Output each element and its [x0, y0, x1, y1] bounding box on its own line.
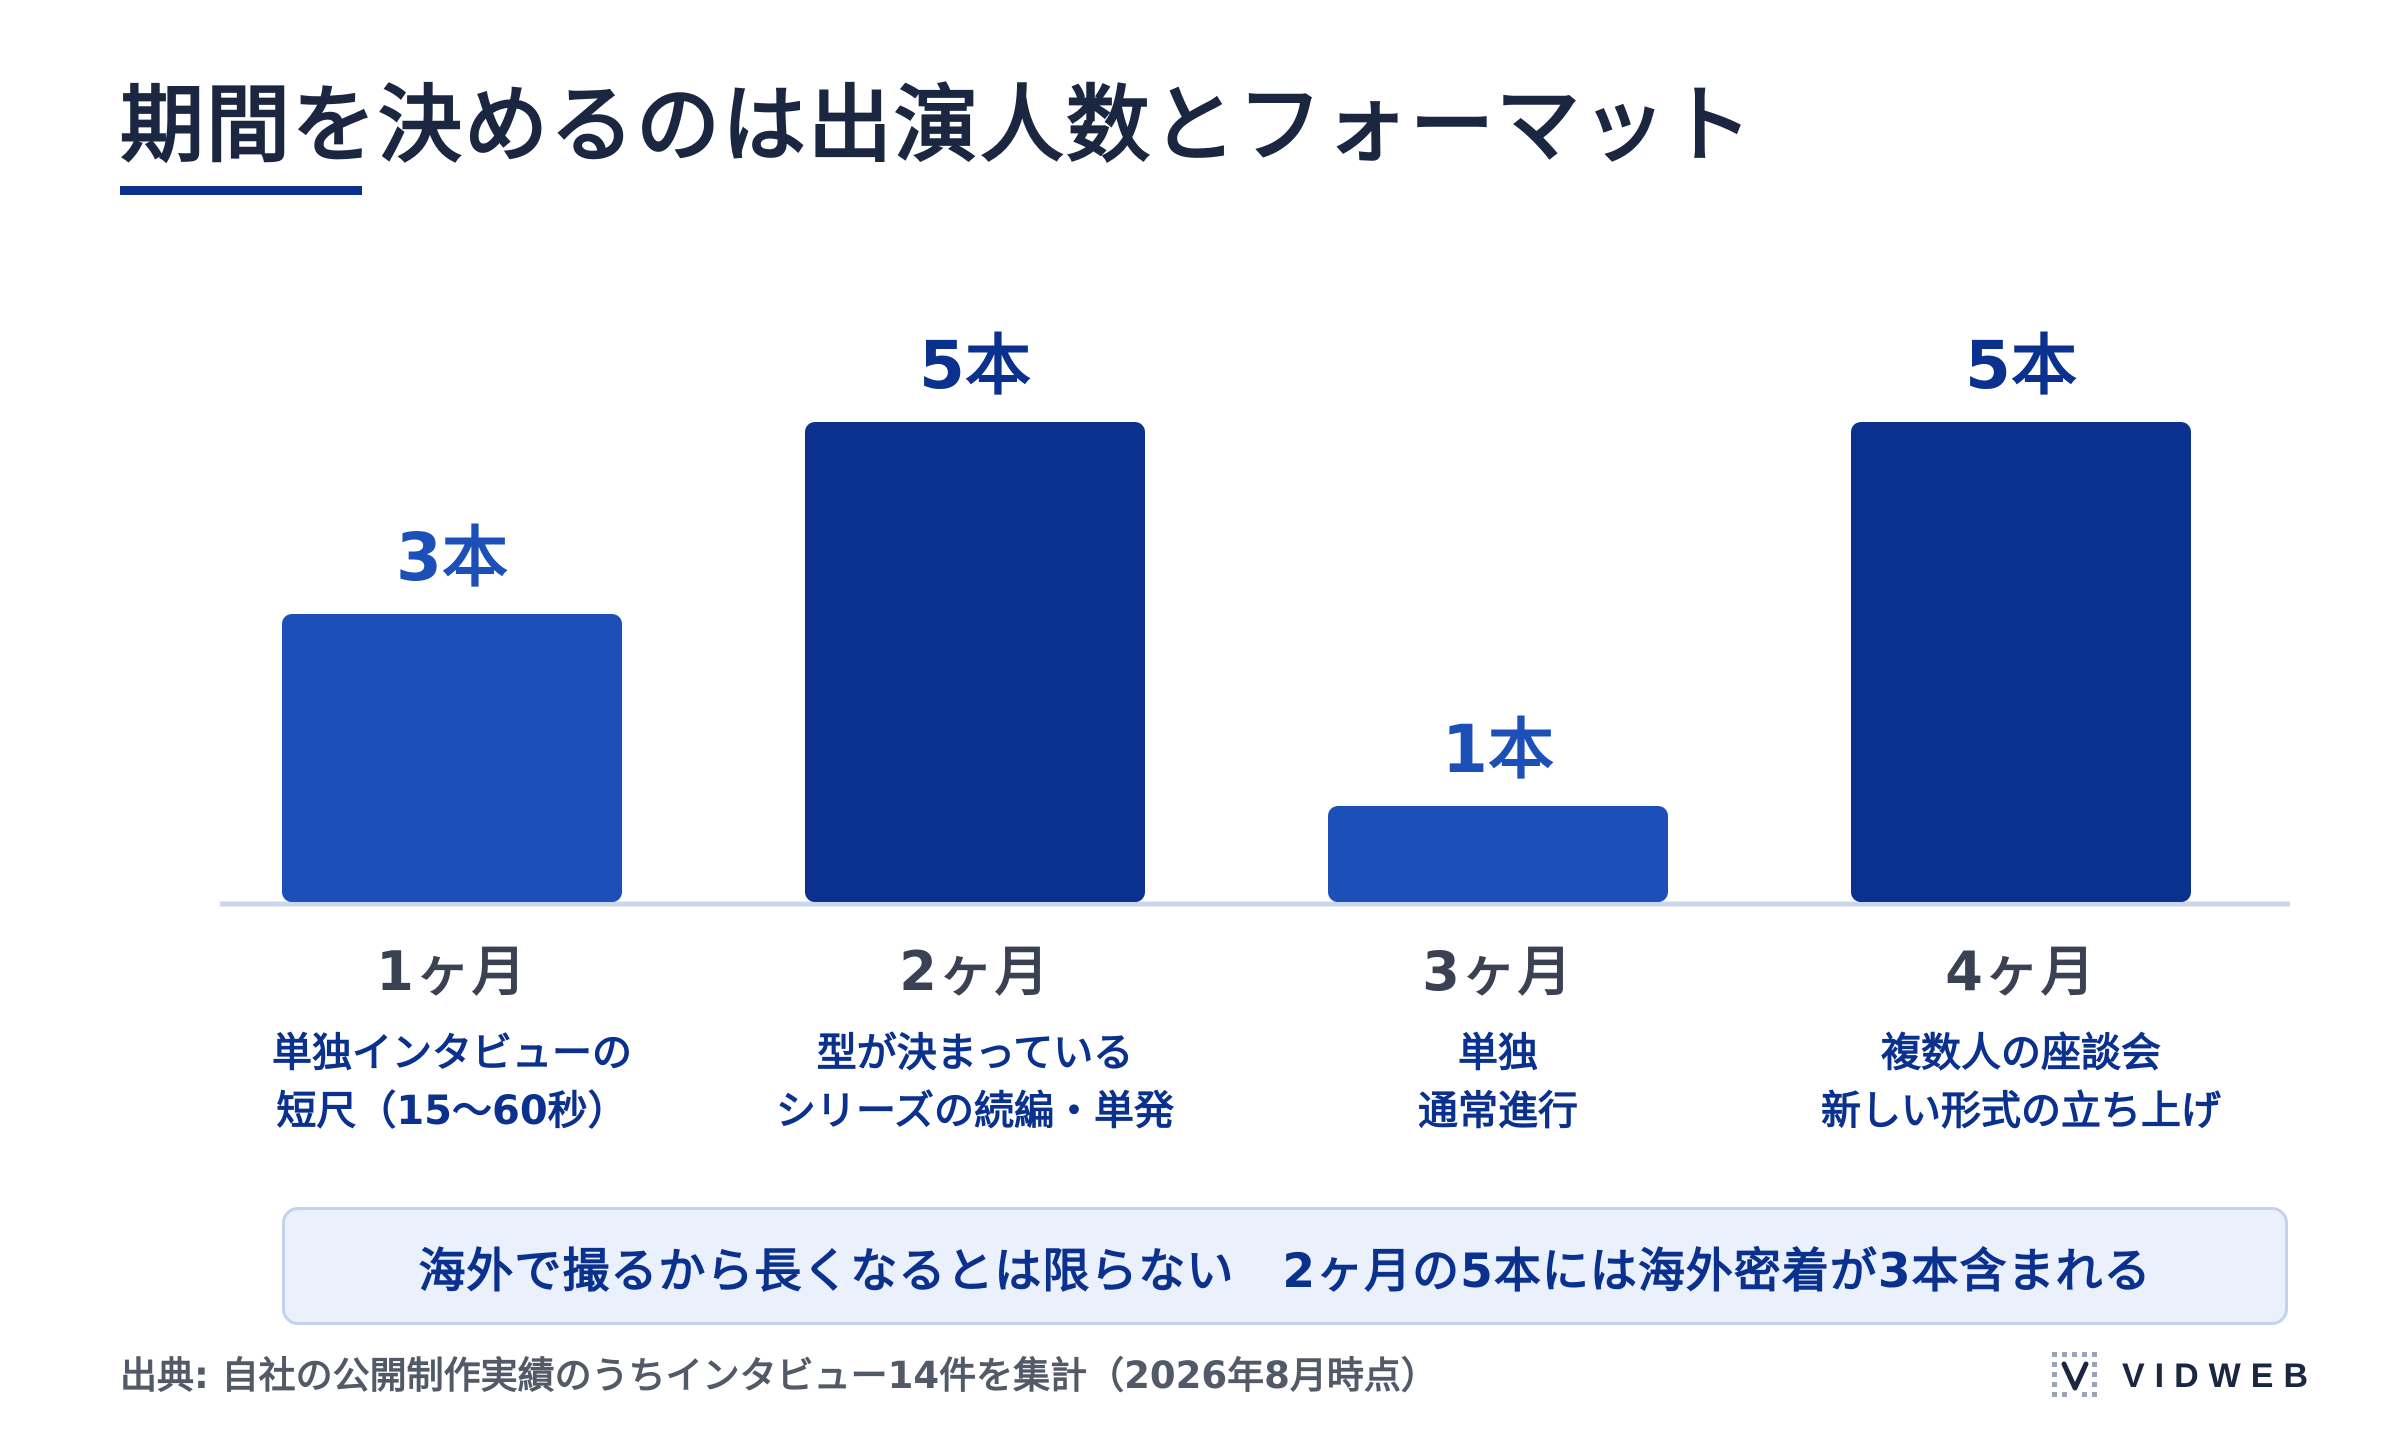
category-description: 単独 通常進行: [1418, 1030, 1578, 1134]
bar-value-label-4: 5本: [1965, 327, 2077, 404]
source-note: 出典: 自社の公開制作実績のうちインタビュー14件を集計（2026年8月時点）: [120, 1354, 1438, 1397]
bar-value-label-3: 1本: [1442, 711, 1554, 788]
category-block-3: 3ヶ月単独 通常進行: [1238, 940, 1758, 1140]
category-description: 複数人の座談会 新しい形式の立ち上げ: [1821, 1030, 2221, 1134]
brand-logo: VIDWEB: [2050, 1350, 2318, 1402]
category-description: 型が決まっている シリーズの続編・単発: [776, 1030, 1174, 1134]
bar-value-label-2: 5本: [919, 327, 1031, 404]
x-tick-label: 3ヶ月: [1422, 940, 1574, 1003]
category-block-4: 4ヶ月複数人の座談会 新しい形式の立ち上げ: [1761, 940, 2281, 1140]
category-block-2: 2ヶ月型が決まっている シリーズの続編・単発: [715, 940, 1235, 1140]
x-tick-label: 2ヶ月: [899, 940, 1051, 1003]
category-description: 単独インタビューの 短尺（15〜60秒）: [272, 1030, 632, 1134]
dotted-v-logo-icon: [2052, 1352, 2097, 1397]
category-block-1: 1ヶ月単独インタビューの 短尺（15〜60秒）: [192, 940, 712, 1140]
x-tick-label: 4ヶ月: [1945, 940, 2097, 1003]
x-tick-label: 1ヶ月: [376, 940, 528, 1003]
bar-3: [1328, 806, 1668, 902]
bar-value-label-1: 3本: [396, 519, 508, 596]
bar-1: [282, 614, 622, 902]
page-title: 期間を決めるのは出演人数とフォーマット: [120, 76, 1755, 174]
callout-box: 海外で撮るから長くなるとは限らない 2ヶ月の5本には海外密着が3本含まれる: [282, 1207, 2288, 1325]
title-underline: [120, 186, 362, 195]
bar-2: [805, 422, 1145, 902]
bar-4: [1851, 422, 2191, 902]
brand-name: VIDWEB: [2122, 1356, 2318, 1395]
callout-text: 海外で撮るから長くなるとは限らない 2ヶ月の5本には海外密着が3本含まれる: [418, 1243, 2152, 1299]
